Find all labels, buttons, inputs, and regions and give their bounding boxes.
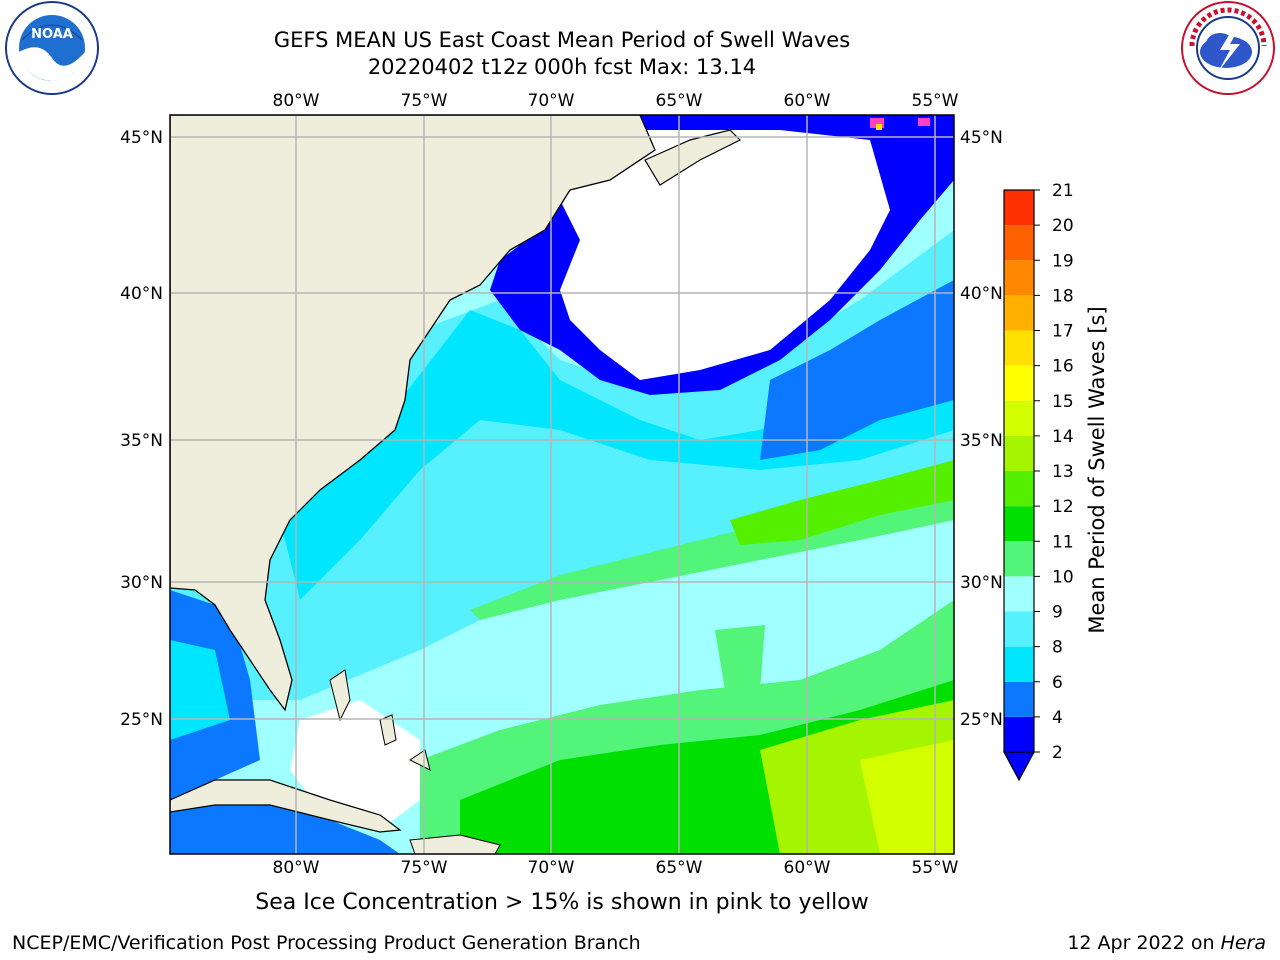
host-name: Hera [1220, 932, 1266, 954]
longitude-label: 70°W [528, 858, 575, 878]
sea-ice-patch [876, 124, 882, 130]
colorbar-cell [1004, 330, 1034, 366]
longitude-label: 60°W [784, 858, 831, 878]
colorbar-cell [1004, 681, 1034, 717]
date-text: 12 Apr 2022 on Hera [1067, 932, 1266, 954]
latitude-label: 45°N [960, 128, 1003, 148]
colorbar-cell [1004, 260, 1034, 296]
colorbar-ticks: 2 4 6 8 9 10 11 12 13 14 15 16 17 18 19 20 21 [1034, 181, 1074, 763]
colorbar-tick-label: 12 [1052, 497, 1074, 517]
colorbar-tick-label: 8 [1052, 638, 1063, 658]
colorbar-cell [1004, 190, 1034, 226]
credit-text: NCEP/EMC/Verification Post Processing Pr… [12, 932, 641, 954]
map-frame [169, 114, 955, 855]
longitude-label: 80°W [273, 91, 320, 111]
noaa-logo: NOAA [5, 1, 99, 95]
latitude-label: 30°N [960, 573, 1003, 593]
land-nova-scotia [644, 129, 742, 186]
swell-band-blue-east [760, 280, 954, 460]
swell-streak-bright [730, 460, 954, 545]
graticule [170, 115, 954, 854]
sea-ice-patch [918, 118, 930, 126]
latitude-label: 40°N [120, 284, 163, 304]
latitude-label: 35°N [960, 431, 1003, 451]
colorbar-tick-label: 4 [1052, 708, 1063, 728]
colorbar-cell [1004, 716, 1034, 752]
latitude-labels-right: 45°N 40°N 35°N 30°N 25°N [960, 128, 1003, 730]
colorbar-cell [1004, 471, 1034, 507]
land-hispaniola [409, 834, 501, 854]
date-label: 12 Apr 2022 on [1067, 932, 1221, 954]
longitude-label: 65°W [656, 858, 703, 878]
swell-band-13s [860, 740, 954, 854]
colorbar-tick-label: 18 [1052, 286, 1074, 306]
land-bahamas [329, 669, 431, 771]
latitude-label: 45°N [120, 128, 163, 148]
colorbar-underflow-arrow [1002, 751, 1036, 782]
latitude-label: 25°N [960, 710, 1003, 730]
colorbar-tick-label: 15 [1052, 392, 1074, 412]
map-title: GEFS MEAN US East Coast Mean Period of S… [273, 28, 851, 52]
colorbar-tick-label: 16 [1052, 357, 1074, 377]
latitude-labels-left: 45°N 40°N 35°N 30°N 25°N [120, 128, 163, 730]
longitude-label: 70°W [528, 91, 575, 111]
longitude-labels-top: 80°W 75°W 70°W 65°W 60°W 55°W [273, 91, 959, 111]
colorbar-tick-label: 2 [1052, 743, 1063, 763]
land-north-america [170, 115, 656, 712]
latitude-label: 40°N [960, 284, 1003, 304]
colorbar-tick-label: 11 [1052, 532, 1074, 552]
latitude-label: 25°N [120, 710, 163, 730]
colorbar-cells [1002, 189, 1036, 782]
sea-ice-note: Sea Ice Concentration > 15% is shown in … [255, 890, 869, 915]
longitude-label: 65°W [656, 91, 703, 111]
swell-spot-10s [715, 625, 765, 690]
colorbar-tick-label: 17 [1052, 322, 1074, 342]
latitude-label: 30°N [120, 573, 163, 593]
map-subtitle: 20220402 t12z 000h fcst Max: 13.14 [367, 55, 757, 79]
no-data-caribbean [170, 800, 400, 854]
colorbar-tick-label: 21 [1052, 181, 1074, 201]
colorbar-cell [1004, 646, 1034, 682]
colorbar-title: Mean Period of Swell Waves [s] [1085, 306, 1109, 634]
colorbar-tick-label: 9 [1052, 603, 1063, 623]
gulf-inner [170, 640, 230, 740]
colorbar-tick-label: 6 [1052, 673, 1063, 693]
colorbar-tick-label: 10 [1052, 567, 1074, 587]
colorbar-tick-label: 13 [1052, 462, 1074, 482]
colorbar-cell [1004, 541, 1034, 577]
colorbar-tick-label: 20 [1052, 216, 1074, 236]
colorbar-cell [1004, 611, 1034, 647]
swell-band-5s [280, 310, 954, 600]
longitude-label: 75°W [401, 858, 448, 878]
longitude-label: 55°W [912, 91, 959, 111]
longitude-labels-bottom: 80°W 75°W 70°W 65°W 60°W 55°W [273, 858, 959, 878]
longitude-label: 55°W [912, 858, 959, 878]
latitude-label: 35°N [120, 431, 163, 451]
longitude-label: 60°W [784, 91, 831, 111]
colorbar-cell [1004, 435, 1034, 471]
longitude-label: 75°W [401, 91, 448, 111]
noaa-logo-text: NOAA [31, 27, 73, 42]
colorbar-cell [1004, 400, 1034, 436]
land-cuba [170, 779, 402, 833]
colorbar-tick-label: 14 [1052, 427, 1074, 447]
colorbar-cell [1004, 365, 1034, 401]
colorbar-cell [1004, 295, 1034, 331]
colorbar-cell [1004, 506, 1034, 542]
colorbar-tick-label: 19 [1052, 251, 1074, 271]
colorbar-cell [1004, 576, 1034, 612]
colorbar-cell [1004, 225, 1034, 261]
longitude-label: 80°W [273, 858, 320, 878]
sea-ice-patch [870, 118, 884, 128]
nws-logo [1181, 1, 1275, 95]
